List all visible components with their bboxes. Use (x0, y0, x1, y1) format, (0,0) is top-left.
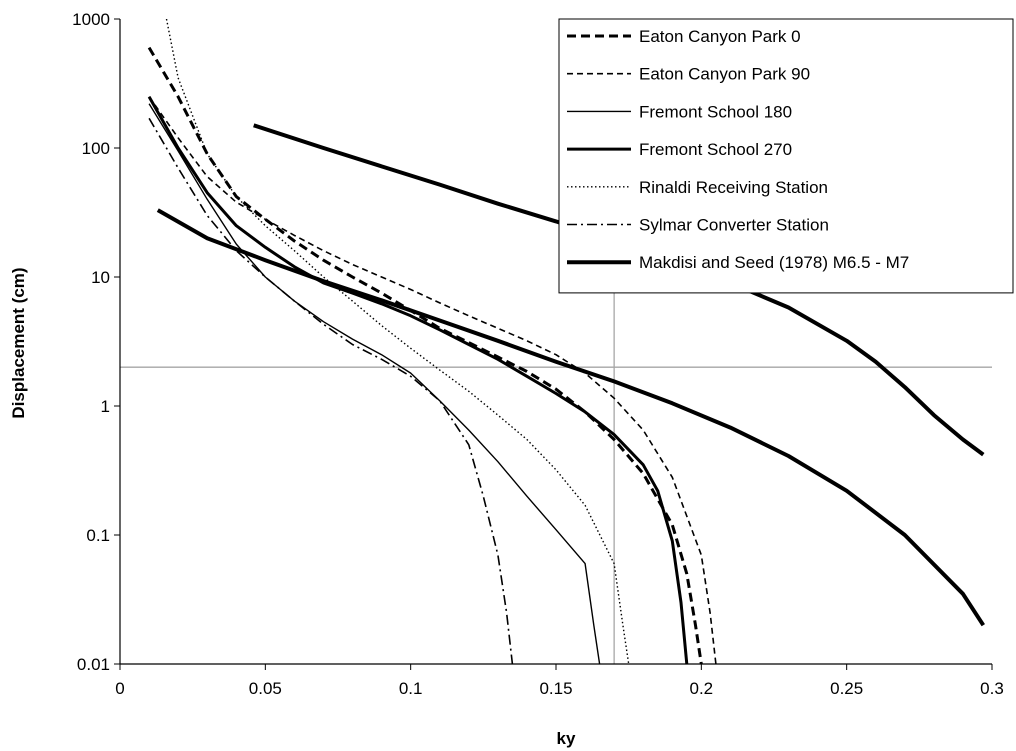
legend: Eaton Canyon Park 0 Eaton Canyon Park 90 F… (558, 18, 1014, 294)
x-tick-label: 0.05 (249, 679, 282, 698)
legend-label: Eaton Canyon Park 0 (639, 27, 801, 46)
axes: 0 0.05 0.1 0.15 0.2 0.25 0.3 0.01 0.1 1 10 100 1000 (72, 10, 1004, 698)
y-axis-title: Displacement (cm) (9, 267, 28, 418)
x-tick-label: 0.2 (690, 679, 714, 698)
legend-box (558, 18, 1014, 294)
series-line-5 (148, 117, 514, 664)
y-tick-label: 1 (101, 397, 110, 416)
y-tick-label: 100 (82, 139, 110, 158)
series-line-2 (148, 103, 601, 664)
legend-label: Rinaldi Receiving Station (639, 178, 828, 197)
series-line-3 (147, 95, 689, 664)
x-axis-title: ky (557, 729, 576, 748)
x-tick-label: 0.1 (399, 679, 423, 698)
x-tick-label: 0.25 (830, 679, 863, 698)
series-line-4 (165, 19, 630, 664)
legend-label: Sylmar Converter Station (639, 216, 829, 235)
x-tick-label: 0.15 (539, 679, 572, 698)
legend-label: Fremont School 270 (639, 140, 792, 159)
series-line-6 (156, 208, 985, 627)
y-tick-label: 0.01 (77, 655, 110, 674)
x-tick-label: 0.3 (980, 679, 1004, 698)
legend-label: Eaton Canyon Park 90 (639, 65, 810, 84)
legend-label: Makdisi and Seed (1978) M6.5 - M7 (639, 253, 909, 272)
y-tick-label: 0.1 (86, 526, 110, 545)
y-tick-label: 1000 (72, 10, 110, 29)
x-tick-label: 0 (115, 679, 124, 698)
y-tick-label: 10 (91, 268, 110, 287)
legend-label: Fremont School 180 (639, 102, 792, 121)
